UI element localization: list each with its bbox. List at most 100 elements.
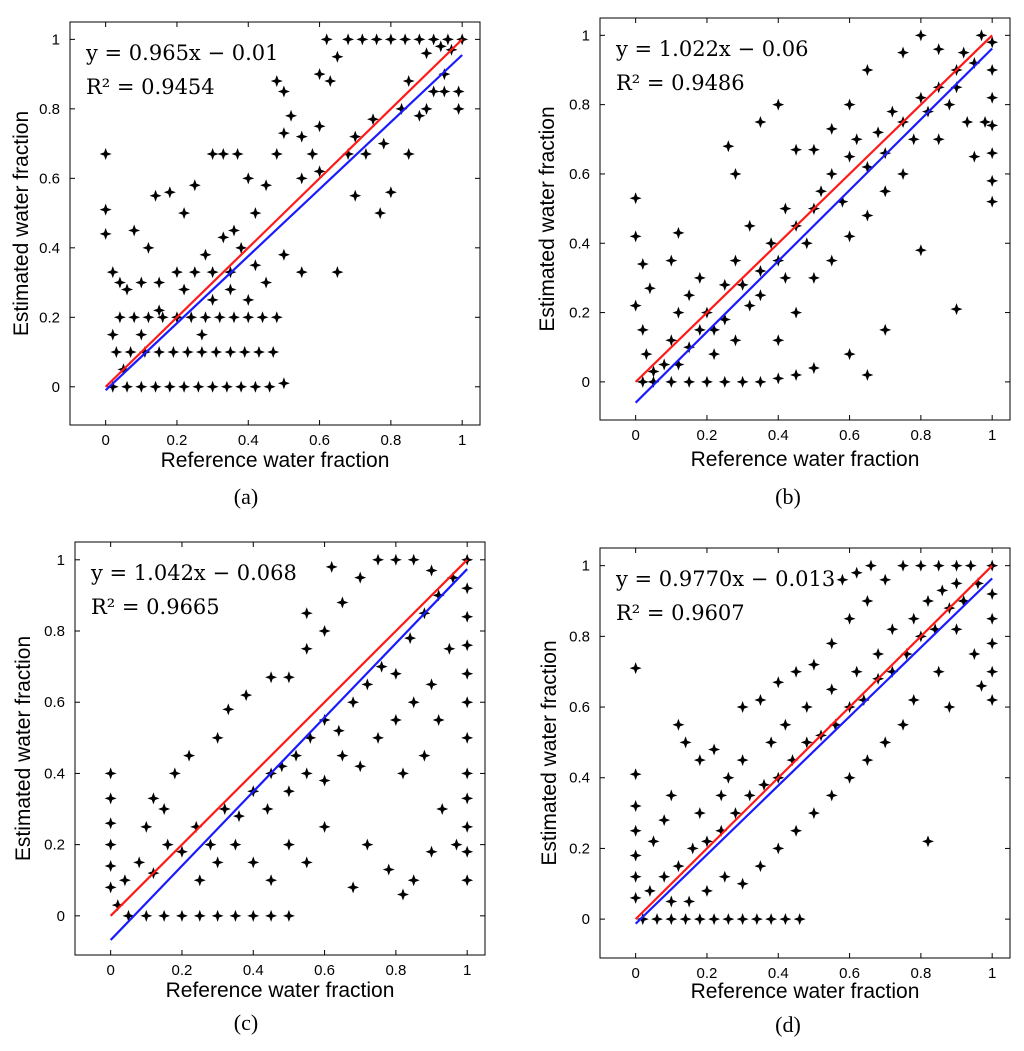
data-point-b-19 bbox=[736, 278, 749, 291]
data-point-c-21 bbox=[175, 845, 188, 858]
data-point-a-69 bbox=[313, 120, 326, 133]
data-point-a-47 bbox=[220, 380, 233, 393]
y-axis-label-d: Estimated water fraction bbox=[538, 640, 561, 865]
data-point-c-11 bbox=[193, 909, 206, 922]
data-point-d-36 bbox=[886, 665, 899, 678]
data-point-a-40 bbox=[121, 380, 134, 393]
data-point-a-20 bbox=[185, 311, 198, 324]
data-point-b-90 bbox=[772, 334, 785, 347]
data-point-d-14 bbox=[736, 913, 749, 926]
data-point-b-73 bbox=[708, 348, 721, 361]
data-point-a-103 bbox=[206, 293, 219, 306]
data-point-c-34 bbox=[361, 678, 374, 691]
caption-d: (d) bbox=[775, 1012, 801, 1037]
panel-c: 0 0.2 0.4 0.6 0.8 1 0 0.2 0.4 0.6 0.8 1 Reference wa… bbox=[0, 520, 490, 1051]
x-tick-label-c-3: 0.6 bbox=[314, 962, 335, 979]
data-point-d-72 bbox=[722, 771, 735, 784]
data-point-c-83 bbox=[140, 820, 153, 833]
data-point-a-109 bbox=[367, 113, 380, 126]
data-point-c-77 bbox=[425, 564, 438, 577]
data-point-d-20 bbox=[658, 870, 671, 883]
data-point-c-64 bbox=[265, 874, 278, 887]
data-point-c-95 bbox=[372, 731, 385, 744]
data-point-c-84 bbox=[158, 803, 171, 816]
data-point-c-102 bbox=[397, 767, 409, 780]
data-point-b-85 bbox=[897, 46, 910, 59]
data-point-b-48 bbox=[986, 63, 999, 76]
data-point-a-84 bbox=[427, 85, 440, 98]
data-point-d-100 bbox=[800, 701, 813, 714]
data-point-c-47 bbox=[461, 731, 474, 744]
data-point-c-100 bbox=[432, 714, 445, 727]
data-point-a-64 bbox=[285, 109, 298, 122]
x-tick-label-c-4: 0.8 bbox=[385, 962, 406, 979]
data-point-a-94 bbox=[384, 186, 397, 199]
data-point-c-54 bbox=[436, 803, 449, 816]
data-point-d-41 bbox=[957, 595, 970, 608]
data-point-a-15 bbox=[113, 311, 126, 324]
data-point-b-34 bbox=[872, 126, 885, 139]
data-point-d-102 bbox=[850, 665, 863, 678]
data-point-a-67 bbox=[295, 130, 308, 143]
y-tick-label-b-2: 0.4 bbox=[569, 235, 590, 252]
data-point-a-58 bbox=[231, 148, 244, 161]
data-point-a-87 bbox=[377, 137, 390, 150]
data-point-c-20 bbox=[161, 838, 174, 851]
data-point-c-32 bbox=[332, 724, 345, 737]
data-point-b-8 bbox=[658, 358, 671, 371]
data-point-b-22 bbox=[765, 237, 778, 250]
data-point-c-91 bbox=[300, 767, 313, 780]
data-point-b-6 bbox=[640, 348, 653, 361]
data-point-d-0 bbox=[629, 662, 642, 675]
data-point-d-55 bbox=[879, 736, 892, 749]
data-point-a-86 bbox=[395, 102, 408, 115]
data-point-b-79 bbox=[754, 115, 767, 128]
data-point-a-17 bbox=[142, 311, 155, 324]
x-axis-label-d: Reference water fraction bbox=[691, 980, 920, 1000]
data-point-c-56 bbox=[407, 874, 420, 887]
data-point-d-42 bbox=[971, 577, 984, 590]
y-tick-label-d-4: 0.8 bbox=[569, 628, 590, 645]
data-point-c-9 bbox=[158, 909, 171, 922]
data-point-c-15 bbox=[265, 909, 278, 922]
reference-line-a bbox=[104, 38, 463, 388]
data-point-b-88 bbox=[950, 81, 963, 94]
chart-b: 0 0.2 0.4 0.6 0.8 1 0 0.2 0.4 0.6 0.8 1 Reference wa… bbox=[536, 17, 1011, 470]
data-point-d-99 bbox=[779, 718, 792, 731]
data-point-a-95 bbox=[374, 207, 387, 220]
data-point-a-34 bbox=[210, 346, 223, 359]
data-point-b-45 bbox=[968, 57, 981, 70]
points-group-d bbox=[629, 559, 999, 926]
data-point-d-65 bbox=[700, 884, 713, 897]
data-point-a-43 bbox=[163, 380, 176, 393]
data-point-c-14 bbox=[247, 909, 260, 922]
data-point-c-35 bbox=[375, 660, 388, 673]
data-point-b-21 bbox=[754, 264, 767, 277]
panel-a: 0 0.2 0.4 0.6 0.8 1 0 0.2 0.4 0.6 0.8 1 Reference wa… bbox=[0, 0, 490, 520]
data-point-d-90 bbox=[943, 701, 956, 714]
data-point-a-1 bbox=[99, 203, 112, 216]
data-point-c-74 bbox=[372, 553, 385, 566]
data-point-a-4 bbox=[113, 276, 126, 289]
data-point-c-66 bbox=[222, 703, 235, 716]
data-point-b-52 bbox=[986, 174, 999, 187]
data-point-c-28 bbox=[275, 760, 288, 773]
data-point-a-114 bbox=[452, 102, 465, 115]
data-point-b-82 bbox=[825, 122, 838, 135]
data-point-b-49 bbox=[986, 91, 999, 104]
data-point-a-73 bbox=[320, 33, 333, 46]
data-point-c-98 bbox=[425, 678, 438, 691]
x-tick-label-a-1: 0.2 bbox=[167, 432, 188, 449]
data-point-d-94 bbox=[647, 835, 660, 848]
x-tick-label-d-1: 0.2 bbox=[697, 965, 718, 982]
x-tick-label-b-4: 0.8 bbox=[910, 427, 931, 444]
data-point-d-82 bbox=[897, 559, 910, 572]
data-point-b-0 bbox=[629, 192, 642, 205]
data-point-a-68 bbox=[306, 148, 319, 161]
data-point-a-102 bbox=[224, 283, 237, 296]
equation-text-c: y = 1.042x − 0.068 bbox=[90, 561, 297, 585]
data-point-d-47 bbox=[986, 665, 999, 678]
data-point-a-48 bbox=[235, 380, 248, 393]
data-point-d-104 bbox=[886, 623, 899, 636]
data-point-a-7 bbox=[153, 276, 166, 289]
